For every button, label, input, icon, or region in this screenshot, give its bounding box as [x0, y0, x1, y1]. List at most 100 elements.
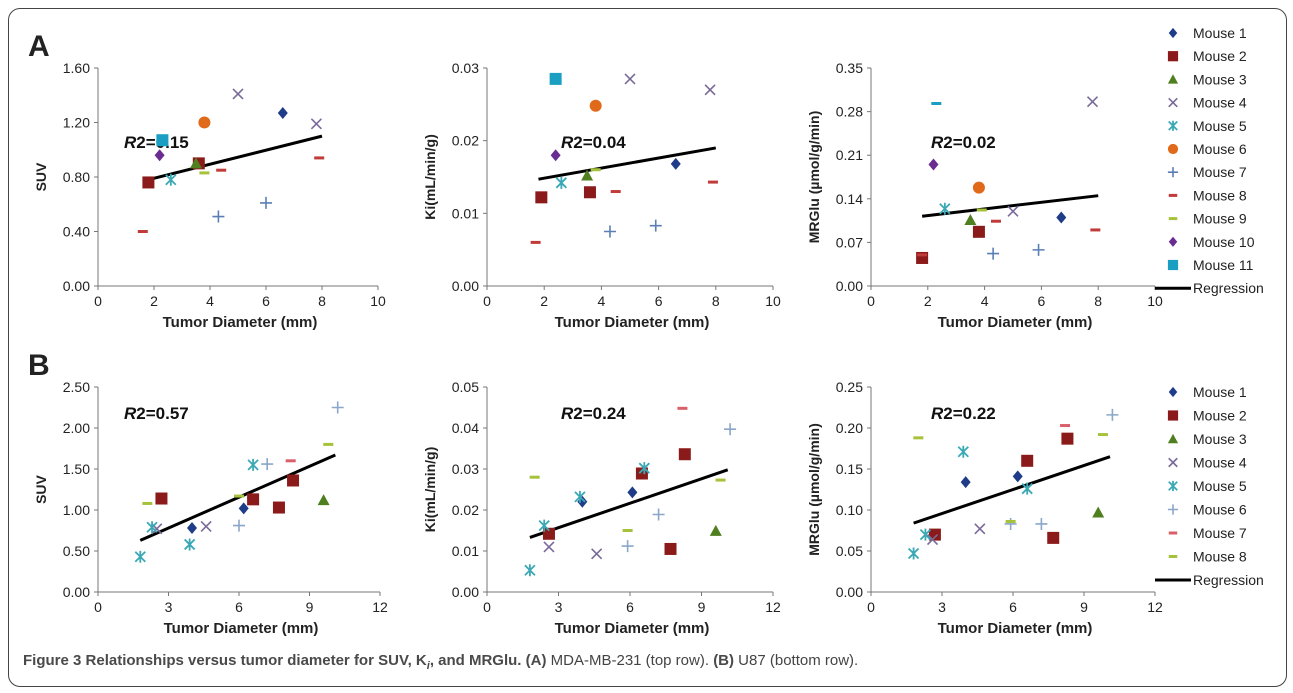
data-point — [931, 102, 942, 106]
y-tick-label: 0.03 — [452, 60, 479, 76]
x-tick-label: 12 — [372, 599, 388, 615]
legend-2: Mouse 1 Mouse 2 Mouse 3 Mouse 4 Mouse 5 Mouse… — [1155, 384, 1264, 588]
r-squared-annotation: R2=0.04 — [561, 133, 626, 152]
x-tick-label: 0 — [94, 293, 102, 309]
x-tick-label: 9 — [1080, 599, 1088, 615]
data-point — [1092, 506, 1105, 518]
legend-item: Mouse 6 — [1167, 502, 1247, 518]
x-tick-label: 8 — [712, 293, 720, 309]
data-point — [524, 564, 536, 577]
data-point — [247, 493, 260, 506]
y-tick-label: 0.35 — [836, 60, 863, 76]
x-tick-label: 3 — [938, 599, 946, 615]
data-point — [724, 423, 737, 436]
y-tick-label: 0.10 — [836, 502, 863, 518]
y-axis-label: Ki(mL/min/g) — [422, 134, 438, 220]
caption-part-b-text: U87 (bottom row). — [734, 652, 859, 669]
legend-item: Mouse 5 — [1168, 478, 1247, 494]
data-point — [184, 538, 196, 551]
y-tick-label: 0.14 — [836, 191, 863, 207]
y-axis-label: SUV — [33, 162, 49, 191]
chart-3: 0.00 0.07 0.14 0.21 0.28 0.35 0 2 4 6 8 10 Tumor Dia… — [806, 60, 1163, 331]
data-point — [624, 73, 636, 85]
x-tick-label: 2 — [924, 293, 932, 309]
data-point — [1021, 482, 1033, 495]
y-tick-label: 0.00 — [836, 278, 863, 294]
legend-label: Mouse 1 — [1193, 384, 1247, 400]
data-point — [1106, 408, 1119, 421]
x-tick-label: 10 — [370, 293, 386, 309]
legend-item: Mouse 7 — [1167, 164, 1247, 180]
data-point — [238, 502, 249, 515]
data-point — [939, 202, 951, 215]
data-point — [277, 106, 288, 119]
data-point — [261, 458, 274, 471]
data-point — [187, 522, 197, 535]
x-tick-label: 2 — [150, 293, 158, 309]
legend-marker — [1167, 167, 1179, 178]
legend-label: Mouse 3 — [1193, 431, 1247, 447]
x-tick-label: 9 — [306, 599, 314, 615]
regression-line — [538, 146, 717, 181]
x-tick-label: 0 — [94, 599, 102, 615]
data-point — [317, 494, 330, 506]
data-point — [535, 191, 548, 204]
data-point — [233, 519, 245, 532]
legend-label: Mouse 9 — [1193, 211, 1247, 227]
legend-label: Mouse 3 — [1193, 71, 1247, 87]
x-tick-label: 4 — [598, 293, 606, 309]
data-point — [530, 240, 541, 244]
y-tick-label: 0.01 — [452, 543, 479, 559]
legend-label: Mouse 6 — [1193, 141, 1247, 157]
y-axis-label: SUV — [33, 474, 49, 503]
data-point — [1004, 517, 1017, 530]
data-point — [926, 533, 939, 546]
caption-label: Figure 3 — [23, 652, 82, 669]
data-point — [1056, 211, 1067, 224]
legend-item: Mouse 4 — [1168, 95, 1247, 111]
data-point — [200, 520, 212, 532]
legend-marker — [1167, 143, 1179, 155]
data-point — [216, 168, 227, 172]
data-point — [156, 134, 169, 147]
data-point — [627, 486, 638, 499]
legend-marker — [1167, 410, 1179, 421]
x-tick-label: 10 — [765, 293, 781, 309]
legend-marker — [1167, 259, 1179, 271]
x-tick-label: 6 — [626, 599, 634, 615]
legend-label: Mouse 11 — [1193, 257, 1254, 273]
data-point — [1060, 424, 1071, 428]
y-tick-label: 0.21 — [836, 147, 863, 163]
data-point — [649, 219, 662, 232]
x-tick-label: 4 — [981, 293, 989, 309]
x-tick-label: 0 — [867, 293, 875, 309]
chart-5: 0.00 0.01 0.02 0.03 0.04 0.05 0 3 6 9 12 Tumor Diam… — [422, 379, 781, 637]
figure-caption: Figure 3 Relationships versus tumor diam… — [23, 652, 858, 672]
legend-item: Mouse 10 — [1168, 234, 1255, 250]
y-tick-label: 0.05 — [836, 543, 863, 559]
y-tick-label: 1.20 — [63, 115, 90, 131]
y-tick-label: 1.00 — [63, 502, 90, 518]
caption-part-b-tag: (B) — [713, 652, 735, 669]
x-tick-label: 12 — [765, 599, 781, 615]
data-point — [1090, 228, 1101, 232]
data-point — [709, 524, 722, 536]
y-tick-label: 0.20 — [836, 420, 863, 436]
regression-line — [921, 194, 1099, 218]
legend-label: Mouse 5 — [1193, 478, 1247, 494]
legend-label: Mouse 6 — [1193, 502, 1247, 518]
data-point — [907, 547, 920, 560]
x-tick-label: 3 — [165, 599, 173, 615]
data-point — [715, 478, 726, 482]
x-axis-label: Tumor Diameter (mm) — [163, 314, 318, 331]
y-tick-label: 0.50 — [63, 543, 90, 559]
legend-marker — [1168, 457, 1178, 468]
y-tick-label: 0.28 — [836, 104, 863, 120]
data-point — [972, 181, 985, 194]
data-point — [199, 171, 210, 175]
data-point — [1032, 243, 1045, 256]
legend-marker — [1167, 74, 1179, 84]
x-tick-label: 6 — [235, 599, 243, 615]
legend-item: Mouse 11 — [1167, 257, 1254, 273]
legend-marker — [1168, 480, 1178, 492]
